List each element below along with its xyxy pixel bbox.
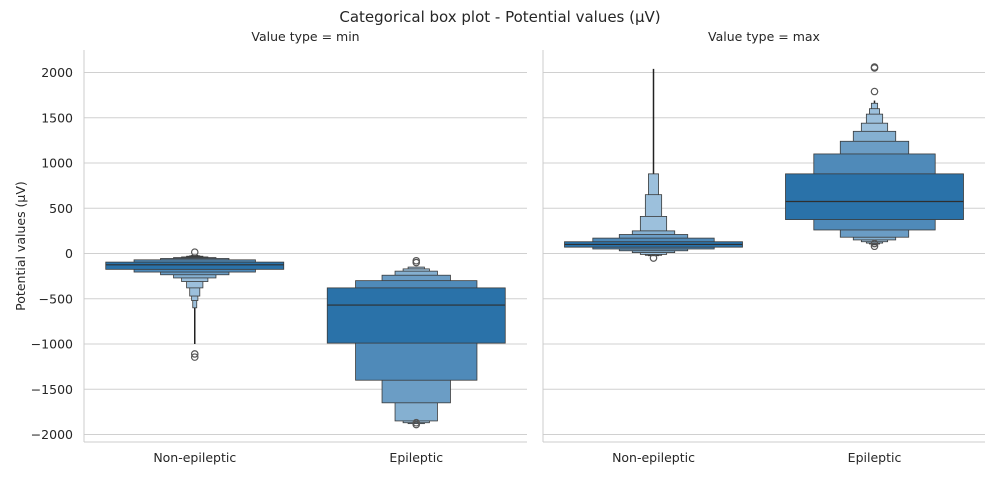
panels: Value type = min 2000 1500 1000 500 0 −500 −100… xyxy=(31,29,985,465)
y-tick-label: −1000 xyxy=(31,337,73,352)
panel-2: Value type = max Non-epileptic Epileptic xyxy=(542,29,985,465)
x-tick-label: Epileptic xyxy=(389,450,443,465)
outlier-point xyxy=(870,63,879,71)
outlier-point xyxy=(190,350,199,358)
y-tick-label: 1500 xyxy=(41,110,73,125)
outlier-point xyxy=(190,248,199,256)
y-tick-label: 1000 xyxy=(41,156,73,171)
outlier-point xyxy=(870,87,879,96)
y-tick-label: −1500 xyxy=(31,382,73,397)
category-non-epileptic: Non-epileptic xyxy=(564,68,743,465)
panel-title: Value type = max xyxy=(708,29,820,44)
figure-title: Categorical box plot - Potential values … xyxy=(339,8,660,26)
x-tick-label: Non-epileptic xyxy=(153,450,236,465)
y-tick-label: −2000 xyxy=(31,427,73,442)
box-level-0 xyxy=(785,173,964,220)
outlier-point xyxy=(649,254,658,262)
outlier-point xyxy=(412,418,421,427)
x-tick-label: Non-epileptic xyxy=(612,450,695,465)
panel-title: Value type = min xyxy=(251,29,359,44)
y-axis-label: Potential values (µV) xyxy=(13,181,28,311)
x-tick-label: Epileptic xyxy=(848,450,902,465)
category-epileptic: Epileptic xyxy=(326,256,506,465)
panel-1: Value type = min 2000 1500 1000 500 0 −500 −100… xyxy=(31,29,527,465)
y-tick-label: 500 xyxy=(49,201,73,216)
outlier-point xyxy=(870,242,879,251)
outlier-point xyxy=(412,256,421,265)
outlier-point xyxy=(870,239,879,248)
box-level-0 xyxy=(326,287,506,344)
box-level-0 xyxy=(105,261,285,270)
category-non-epileptic: Non-epileptic xyxy=(105,248,285,465)
y-tick-label: −500 xyxy=(39,291,73,306)
outlier-point xyxy=(190,353,199,361)
y-tick-label: 2000 xyxy=(41,65,73,80)
y-tick-label: 0 xyxy=(65,246,73,261)
category-epileptic: Epileptic xyxy=(785,63,964,465)
